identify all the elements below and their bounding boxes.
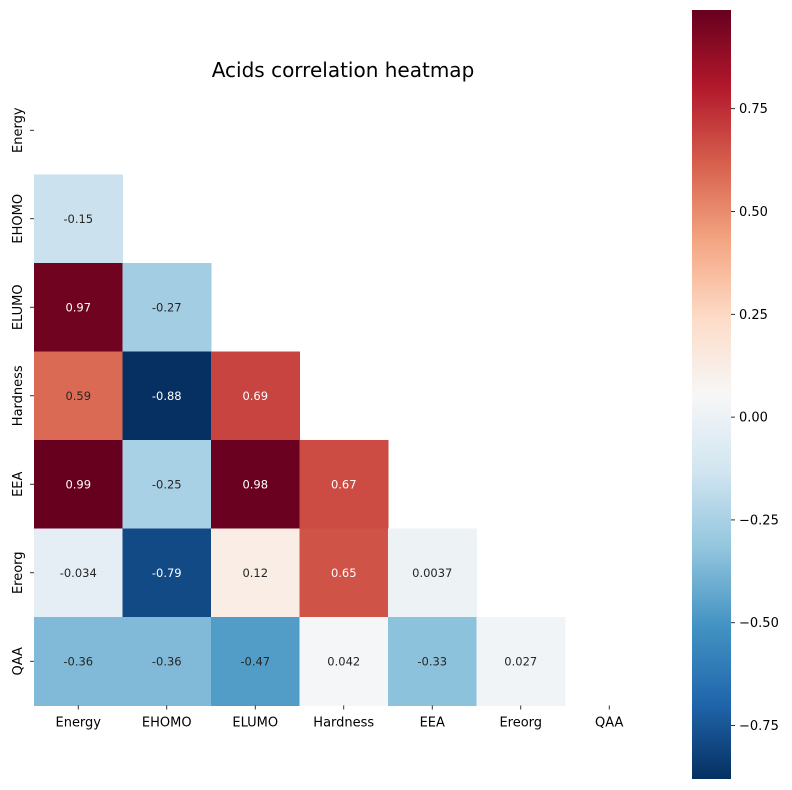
colorbar-tick-label: −0.50 — [739, 616, 779, 631]
heatmap-cell — [476, 617, 566, 706]
x-tick-label: Hardness — [313, 716, 374, 731]
cell-value-label: -0.034 — [60, 566, 97, 580]
y-tick-label: EEA — [11, 471, 26, 496]
colorbar-tick-label: 0.50 — [739, 205, 768, 220]
cell-value-label: 0.027 — [504, 654, 537, 668]
x-tick-label: Energy — [55, 716, 101, 731]
heatmap-cell — [211, 617, 300, 706]
heatmap-cells: -0.15 0.97 -0.27 0.59 -0.88 0.69 0.99 -0.25 0.98… — [34, 174, 566, 706]
heatmap-cell — [299, 528, 389, 618]
colorbar-tick-label: 0.25 — [739, 308, 768, 323]
cell-value-label: 0.12 — [242, 566, 268, 580]
cell-value-label: -0.15 — [63, 212, 93, 226]
heatmap-cell — [122, 617, 212, 706]
heatmap-cell — [211, 351, 300, 441]
colorbar-tick-label: 0.00 — [739, 411, 768, 426]
heatmap-cell — [122, 440, 212, 529]
cell-value-label: -0.33 — [417, 654, 447, 668]
colorbar-tick-label: −0.75 — [739, 719, 779, 734]
cell-value-label: 0.0037 — [412, 566, 452, 580]
heatmap-cell — [388, 617, 477, 706]
heatmap-cell — [34, 263, 123, 352]
colorbar: −0.75 −0.50 −0.25 0.00 0.25 0.50 0.75 — [692, 10, 779, 779]
y-tick-label: Ereorg — [11, 551, 26, 594]
chart-title: Acids correlation heatmap — [212, 58, 475, 82]
heatmap-cell — [34, 528, 123, 618]
heatmap-cell — [299, 617, 389, 706]
cell-value-label: 0.98 — [242, 477, 268, 491]
cell-value-label: 0.67 — [331, 477, 357, 491]
cell-value-label: -0.79 — [152, 566, 182, 580]
y-tick-label: EHOMO — [11, 194, 26, 244]
heatmap-cell — [34, 351, 123, 441]
x-tick-label: Ereorg — [499, 716, 542, 731]
cell-value-label: 0.042 — [327, 654, 360, 668]
heatmap-cell — [122, 351, 212, 441]
y-tick-label: Energy — [11, 107, 26, 153]
heatmap-cell — [211, 528, 300, 618]
heatmap-cell — [34, 617, 123, 706]
heatmap-cell — [299, 440, 389, 529]
cell-value-label: 0.65 — [331, 566, 357, 580]
x-tick-label: QAA — [595, 716, 623, 731]
cell-value-label: 0.69 — [242, 389, 268, 403]
cell-value-label: -0.47 — [240, 654, 270, 668]
heatmap-cell — [122, 528, 212, 618]
cell-value-label: -0.36 — [63, 654, 93, 668]
cell-value-label: -0.88 — [152, 389, 182, 403]
heatmap-cell — [34, 174, 123, 264]
heatmap-cell — [122, 263, 212, 352]
y-tick-label: Hardness — [11, 365, 26, 426]
heatmap-cell — [388, 528, 477, 618]
x-axis: Energy EHOMO ELUMO Hardness EEA Ereorg QAA — [55, 705, 624, 731]
colorbar-tick-label: 0.75 — [739, 102, 768, 117]
x-tick-label: EEA — [420, 716, 445, 731]
cell-value-label: -0.27 — [152, 300, 182, 314]
y-tick-label: ELUMO — [11, 284, 26, 330]
x-tick-label: EHOMO — [142, 716, 192, 731]
heatmap-cell — [34, 440, 123, 529]
colorbar-gradient — [692, 10, 731, 779]
cell-value-label: -0.25 — [152, 477, 182, 491]
cell-value-label: 0.99 — [65, 477, 91, 491]
colorbar-tick-label: −0.25 — [739, 513, 779, 528]
cell-value-label: 0.97 — [65, 300, 91, 314]
cell-value-label: -0.36 — [152, 654, 182, 668]
y-tick-label: QAA — [11, 647, 26, 675]
x-tick-label: ELUMO — [232, 716, 278, 731]
cell-value-label: 0.59 — [65, 389, 91, 403]
y-axis: Energy EHOMO ELUMO Hardness EEA Ereorg QAA — [11, 107, 34, 675]
heatmap-cell — [211, 440, 300, 529]
